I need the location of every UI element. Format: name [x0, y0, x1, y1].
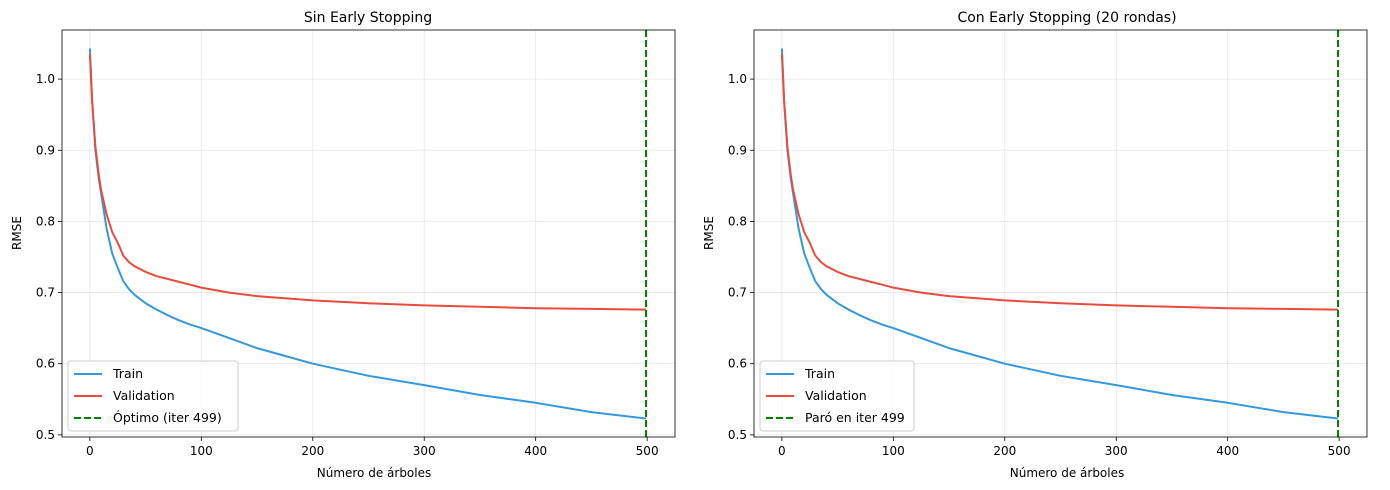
x-tick-label: 200	[301, 444, 324, 458]
x-axis-label: Número de árboles	[1010, 466, 1125, 480]
series-line-train	[780, 48, 1339, 420]
x-tick-label: 100	[190, 444, 213, 458]
chart-title: Con Early Stopping (20 rondas)	[957, 10, 1176, 26]
series-line-train	[88, 48, 647, 420]
legend-label: Validation	[113, 388, 175, 403]
x-tick-label: 400	[1216, 444, 1239, 458]
y-tick-label: 0.7	[728, 286, 747, 300]
x-tick-label: 0	[86, 444, 94, 458]
x-tick-label: 200	[993, 444, 1016, 458]
y-tick-label: 0.7	[36, 286, 55, 300]
y-tick-label: 0.9	[728, 143, 747, 157]
x-tick-label: 400	[524, 444, 547, 458]
legend-label: Train	[112, 366, 143, 381]
y-tick-label: 0.8	[728, 214, 747, 228]
legend-label: Óptimo (iter 499)	[113, 410, 222, 425]
y-tick-label: 0.5	[36, 428, 55, 442]
y-tick-label: 0.8	[36, 214, 55, 228]
legend-label: Train	[804, 366, 835, 381]
x-tick-label: 300	[1105, 444, 1128, 458]
y-axis-label: RMSE	[702, 216, 716, 250]
axes-frame	[61, 29, 676, 438]
y-tick-label: 1.0	[36, 72, 55, 86]
x-tick-label: 500	[1328, 444, 1351, 458]
axes-frame	[753, 29, 1368, 438]
legend-box	[759, 360, 915, 432]
x-tick-label: 300	[413, 444, 436, 458]
chart-right: Con Early Stopping (20 rondas) Número de…	[702, 10, 1368, 480]
y-tick-label: 0.9	[36, 143, 55, 157]
chart-left: Sin Early Stopping Número de árboles RMS…	[10, 10, 676, 480]
y-tick-label: 0.6	[728, 357, 747, 371]
x-tick-label: 500	[636, 444, 659, 458]
legend: Train Validation Óptimo (iter 499)	[67, 360, 239, 432]
x-tick-label: 0	[778, 444, 786, 458]
series-line-validation	[780, 54, 1339, 311]
chart-title: Sin Early Stopping	[304, 10, 432, 26]
legend-label: Paró en iter 499	[805, 410, 905, 425]
x-tick-label: 100	[882, 444, 905, 458]
legend-box	[67, 360, 239, 432]
series-line-validation	[88, 54, 647, 311]
y-axis-label: RMSE	[10, 216, 24, 250]
legend: Train Validation Paró en iter 499	[759, 360, 915, 432]
x-axis-label: Número de árboles	[317, 466, 432, 480]
y-tick-label: 1.0	[728, 72, 747, 86]
y-tick-label: 0.6	[36, 357, 55, 371]
legend-label: Validation	[805, 388, 867, 403]
y-tick-label: 0.5	[728, 428, 747, 442]
